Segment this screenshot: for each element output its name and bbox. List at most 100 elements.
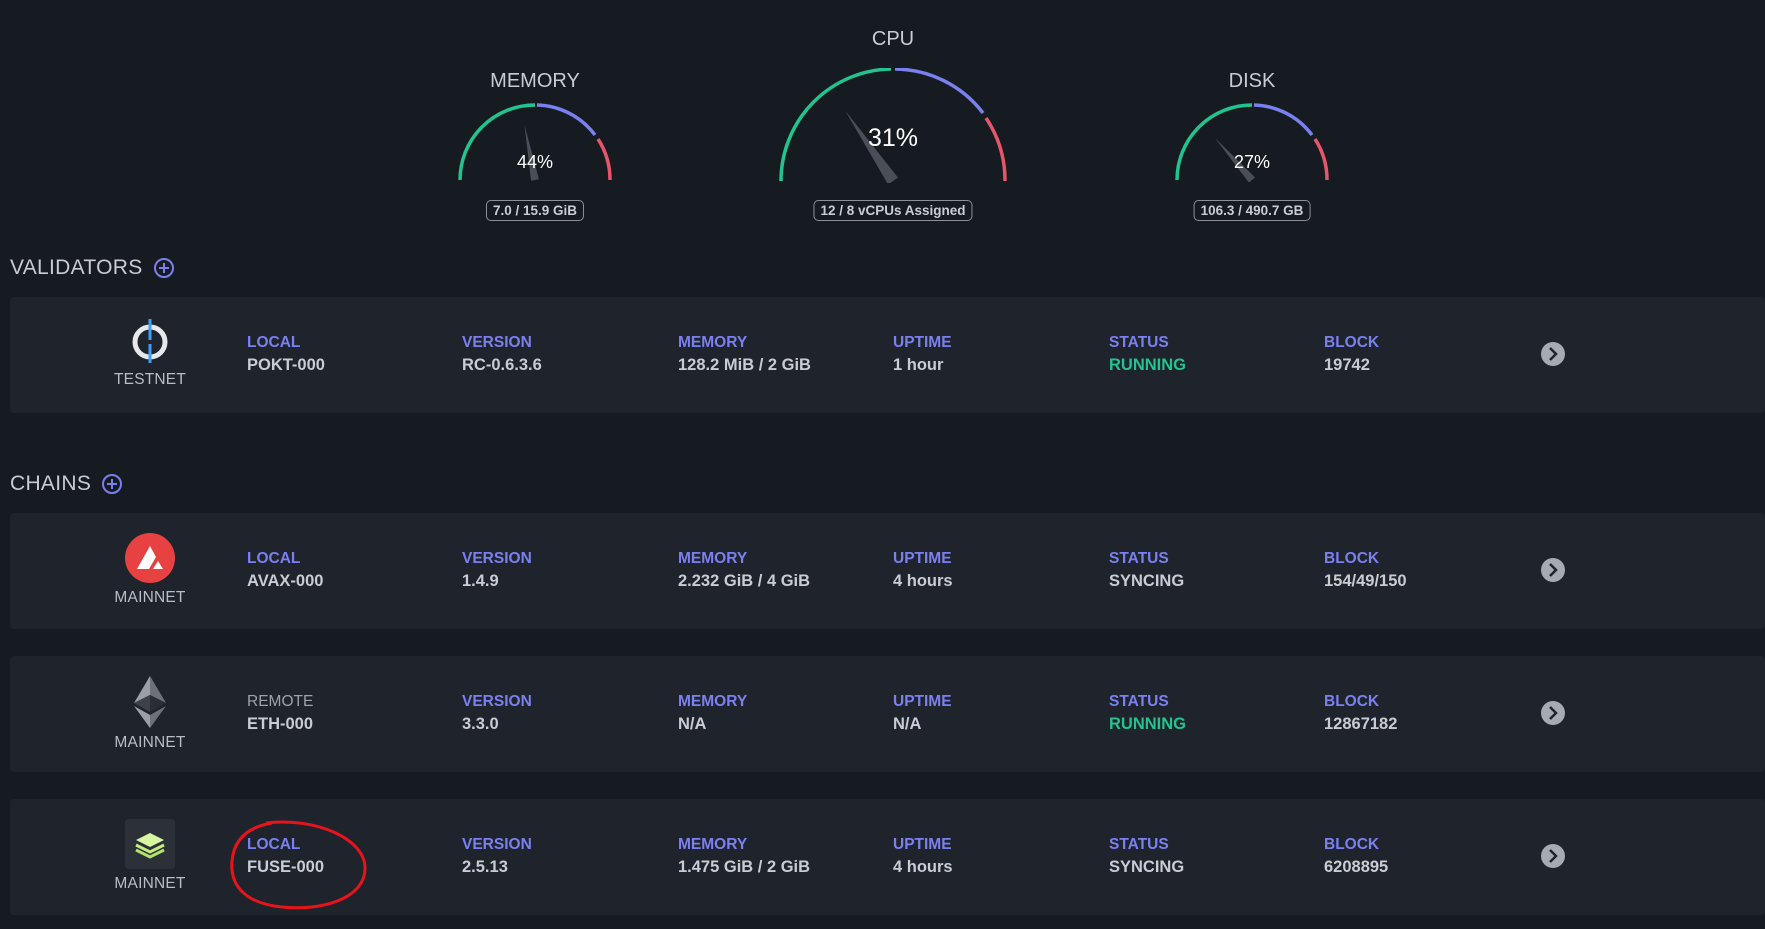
network-label: MAINNET bbox=[114, 589, 186, 606]
location-label: REMOTE bbox=[247, 693, 314, 710]
uptime-field: UPTIME 1 hour bbox=[893, 334, 952, 375]
block-value: 19742 bbox=[1324, 356, 1370, 374]
chevron-right-icon[interactable] bbox=[1540, 700, 1566, 726]
block-field: BLOCK 6208895 bbox=[1324, 836, 1388, 877]
block-label: BLOCK bbox=[1324, 334, 1380, 351]
memory-gauge: MEMORY 44% 7.0 / 15.9 GiB bbox=[455, 70, 615, 230]
uptime-value: N/A bbox=[893, 715, 922, 733]
status-field: STATUS RUNNING bbox=[1109, 334, 1186, 375]
gauge-title: CPU bbox=[871, 28, 915, 50]
gauge-detail: 7.0 / 15.9 GiB bbox=[485, 200, 585, 221]
network-label: MAINNET bbox=[114, 875, 186, 892]
gauge-needle bbox=[524, 124, 539, 181]
memory-value: N/A bbox=[678, 715, 707, 733]
gauge-title: DISK bbox=[1228, 70, 1276, 92]
version-field: VERSION 3.3.0 bbox=[462, 693, 532, 734]
version-value: 1.4.9 bbox=[462, 572, 499, 590]
status-value: SYNCING bbox=[1109, 858, 1185, 876]
version-field: VERSION 1.4.9 bbox=[462, 550, 532, 591]
gauge-title: MEMORY bbox=[490, 70, 580, 92]
location-field: LOCAL POKT-000 bbox=[247, 334, 325, 375]
gauge-arc bbox=[458, 103, 612, 181]
gauge-detail: 12 / 8 vCPUs Assigned bbox=[813, 200, 973, 221]
gauge-arc bbox=[779, 68, 1007, 183]
network-label: TESTNET bbox=[113, 371, 186, 388]
version-value: RC-0.6.3.6 bbox=[462, 356, 542, 374]
memory-label: MEMORY bbox=[678, 334, 748, 351]
block-field: BLOCK 12867182 bbox=[1324, 693, 1397, 734]
chain-card[interactable]: MAINNET LOCAL FUSE-000 VERSION 2.5.13 ME… bbox=[10, 799, 1765, 915]
logo-block: MAINNET bbox=[100, 676, 200, 752]
avax-logo-icon bbox=[125, 533, 175, 583]
location-label: LOCAL bbox=[247, 334, 301, 351]
status-value: RUNNING bbox=[1109, 356, 1186, 374]
gauge-percent: 31% bbox=[867, 124, 919, 152]
plus-circle-icon[interactable] bbox=[153, 257, 175, 279]
chains-header: CHAINS bbox=[10, 472, 123, 496]
status-value: RUNNING bbox=[1109, 715, 1186, 733]
uptime-value: 1 hour bbox=[893, 356, 944, 374]
block-value: 12867182 bbox=[1324, 715, 1398, 733]
version-value: 2.5.13 bbox=[462, 858, 508, 876]
gauge-percent: 44% bbox=[516, 152, 554, 172]
chain-card[interactable]: MAINNET REMOTE ETH-000 VERSION 3.3.0 MEM… bbox=[10, 656, 1765, 772]
gauge-arc bbox=[1175, 103, 1329, 182]
network-label: MAINNET bbox=[114, 734, 186, 751]
validator-card[interactable]: TESTNET LOCAL POKT-000 VERSION RC-0.6.3.… bbox=[10, 297, 1765, 413]
status-field: STATUS RUNNING bbox=[1109, 693, 1186, 734]
eth-logo-icon bbox=[134, 676, 166, 728]
cpu-gauge: CPU 31% 12 / 8 vCPUs Assigned bbox=[778, 28, 1008, 228]
memory-field: MEMORY 2.232 GiB / 4 GiB bbox=[678, 550, 810, 591]
version-value: 3.3.0 bbox=[462, 715, 499, 733]
version-label: VERSION bbox=[462, 550, 532, 567]
uptime-field: UPTIME N/A bbox=[893, 693, 952, 734]
memory-label: MEMORY bbox=[678, 836, 748, 853]
section-title: CHAINS bbox=[10, 472, 92, 495]
status-label: STATUS bbox=[1109, 550, 1169, 567]
memory-label: MEMORY bbox=[678, 693, 748, 710]
status-field: STATUS SYNCING bbox=[1109, 836, 1184, 877]
validators-header: VALIDATORS bbox=[10, 256, 175, 280]
location-label: LOCAL bbox=[247, 836, 301, 853]
uptime-value: 4 hours bbox=[893, 572, 953, 590]
node-name: FUSE-000 bbox=[247, 858, 325, 876]
memory-value: 1.475 GiB / 2 GiB bbox=[678, 858, 811, 876]
chevron-right-icon[interactable] bbox=[1540, 557, 1566, 583]
block-field: BLOCK 154/49/150 bbox=[1324, 550, 1407, 591]
gauge-percent: 27% bbox=[1233, 152, 1271, 172]
uptime-value: 4 hours bbox=[893, 858, 953, 876]
status-label: STATUS bbox=[1109, 334, 1169, 351]
memory-value: 2.232 GiB / 4 GiB bbox=[678, 572, 811, 590]
uptime-label: UPTIME bbox=[893, 693, 952, 710]
memory-field: MEMORY N/A bbox=[678, 693, 747, 734]
uptime-label: UPTIME bbox=[893, 550, 952, 567]
version-field: VERSION 2.5.13 bbox=[462, 836, 532, 877]
chain-card[interactable]: MAINNET LOCAL AVAX-000 VERSION 1.4.9 MEM… bbox=[10, 513, 1765, 629]
node-name: AVAX-000 bbox=[247, 572, 324, 590]
block-label: BLOCK bbox=[1324, 836, 1380, 853]
gauge-detail: 106.3 / 490.7 GB bbox=[1193, 200, 1311, 221]
chevron-right-icon[interactable] bbox=[1540, 341, 1566, 367]
pokt-logo-icon bbox=[132, 319, 168, 363]
plus-circle-icon[interactable] bbox=[101, 473, 123, 495]
status-label: STATUS bbox=[1109, 836, 1169, 853]
node-name: POKT-000 bbox=[247, 356, 325, 374]
memory-value: 128.2 MiB / 2 GiB bbox=[678, 356, 811, 374]
logo-block: MAINNET bbox=[100, 533, 200, 607]
uptime-label: UPTIME bbox=[893, 836, 952, 853]
gauge-needle bbox=[845, 110, 898, 183]
status-value: SYNCING bbox=[1109, 572, 1185, 590]
location-field: REMOTE ETH-000 bbox=[247, 693, 313, 734]
version-label: VERSION bbox=[462, 693, 532, 710]
chevron-right-icon[interactable] bbox=[1540, 843, 1566, 869]
memory-field: MEMORY 1.475 GiB / 2 GiB bbox=[678, 836, 810, 877]
node-name: ETH-000 bbox=[247, 715, 314, 733]
block-value: 6208895 bbox=[1324, 858, 1389, 876]
location-field: LOCAL FUSE-000 bbox=[247, 836, 324, 877]
uptime-label: UPTIME bbox=[893, 334, 952, 351]
gauge-needle bbox=[1214, 137, 1256, 182]
logo-block: MAINNET bbox=[100, 819, 200, 893]
uptime-field: UPTIME 4 hours bbox=[893, 550, 953, 591]
location-field: LOCAL AVAX-000 bbox=[247, 550, 323, 591]
location-label: LOCAL bbox=[247, 550, 301, 567]
